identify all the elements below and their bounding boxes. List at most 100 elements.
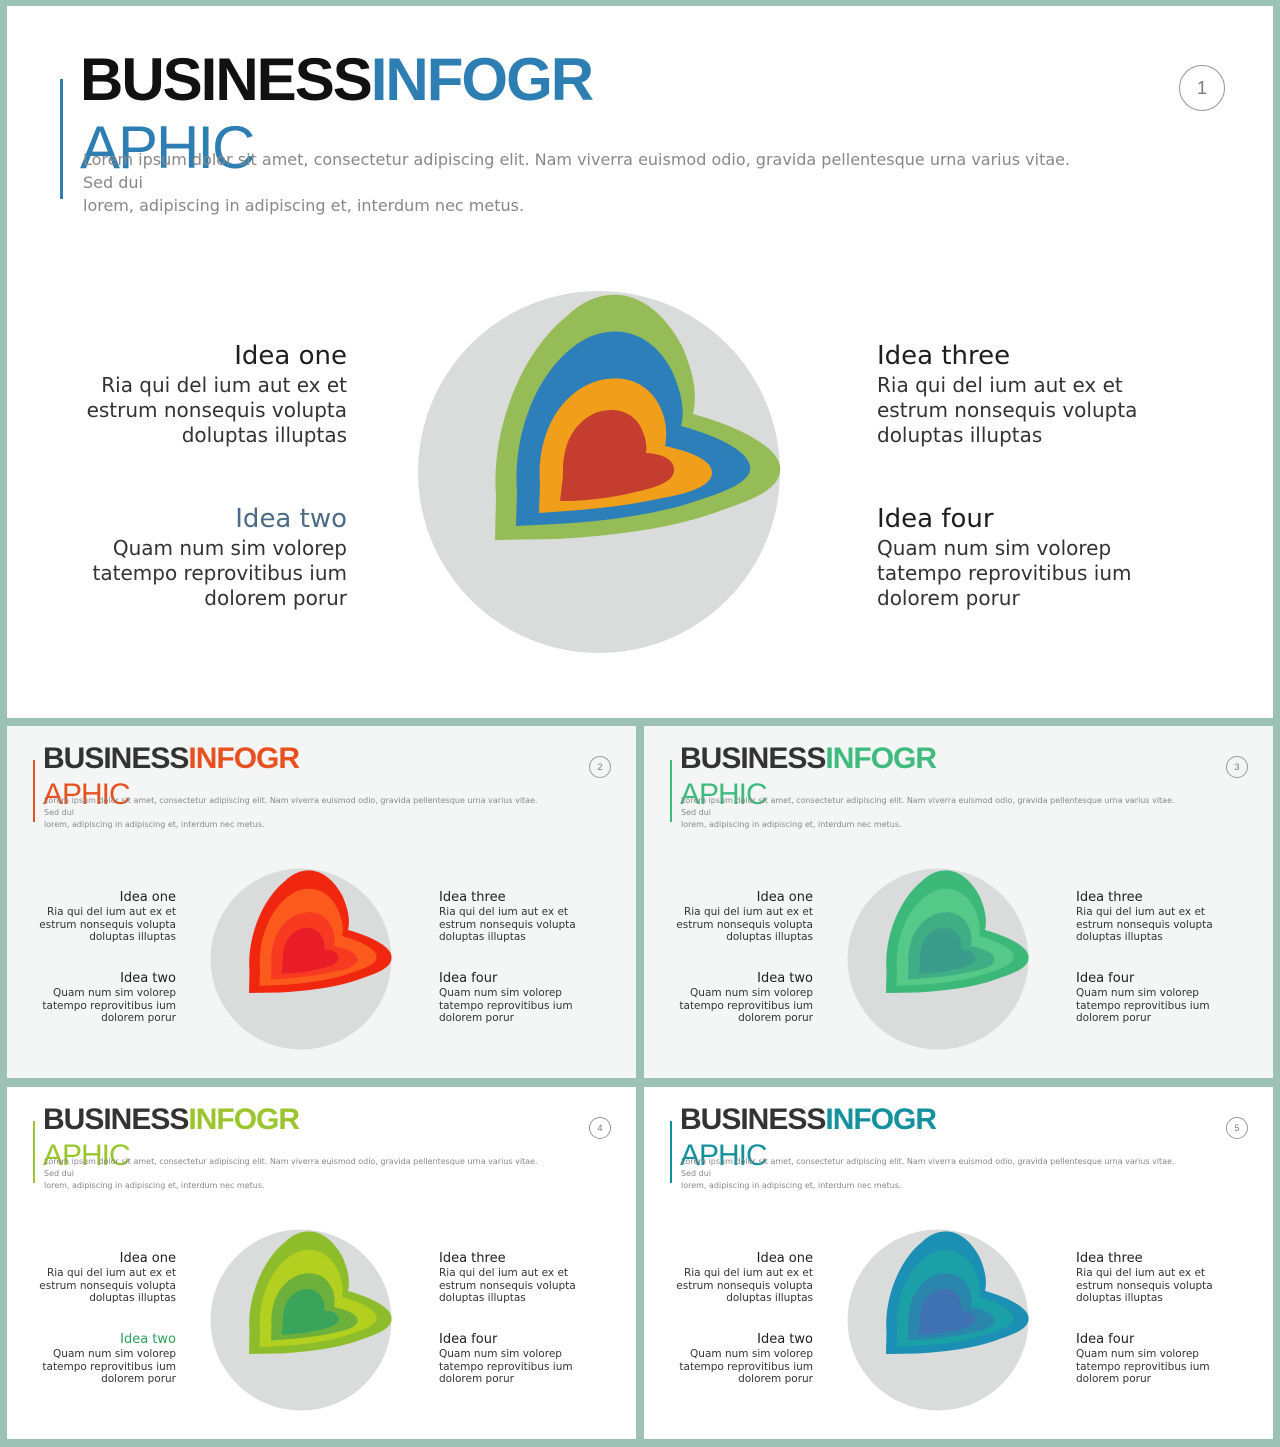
title-part-3: APHIC [43,778,131,811]
idea-text-line: doluptas illuptas [439,931,526,944]
idea-text-line: dolorem porur [738,1012,813,1025]
slide-title: BUSINESSINFOGR [80,42,594,117]
slide-3[interactable]: BUSINESSINFOGR APHIC 3 Lorem ipsum dolor… [644,726,1273,1078]
idea-text-line: doluptas illuptas [181,423,347,447]
idea-one: Idea one Ria qui del ium aut ex et estru… [644,1251,813,1305]
idea-text-line: Quam num sim volorep [1076,1348,1199,1360]
title-part-1: BUSINESS [680,742,826,775]
title-part-1: BUSINESS [680,1103,826,1136]
idea-text-line: Ria qui del ium aut ex et [46,906,176,918]
idea-text-line: Quam num sim volorep [53,987,176,999]
idea-three: Idea three Ria qui del ium aut ex et est… [439,1251,619,1305]
idea-heading: Idea three [439,1251,506,1266]
idea-text-line: Ria qui del ium aut ex et [1076,906,1206,918]
idea-text-line: Quam num sim volorep [690,1348,813,1360]
idea-text-line: Ria qui del ium aut ex et [683,1267,813,1279]
idea-heading: Idea one [756,1251,813,1266]
idea-text-line: doluptas illuptas [89,1292,176,1305]
idea-heading: Idea two [757,971,813,986]
idea-heading: Idea two [120,1332,176,1347]
idea-text-line: tatempo reprovitibus ium [679,999,813,1012]
idea-text-line: estrum nonsequis volupta [86,398,347,422]
heart-infographic [847,868,1029,1050]
title-part-1: BUSINESS [80,46,373,113]
idea-text-line: Quam num sim volorep [690,987,813,999]
idea-text-line: Quam num sim volorep [112,536,347,560]
idea-text-line: tatempo reprovitibus ium [1076,1360,1210,1373]
idea-text-line: tatempo reprovitibus ium [439,999,573,1012]
idea-text-line: doluptas illuptas [877,423,1043,447]
slide-description: Lorem ipsum dolor sit amet, consectetur … [681,795,1181,831]
title-accent-bar [60,79,63,199]
idea-text-line: dolorem porur [204,586,347,610]
idea-heading: Idea three [439,890,506,905]
idea-four: Idea four Quam num sim volorep tatempo r… [1076,971,1256,1025]
idea-heading: Idea four [877,504,994,534]
idea-text-line: tatempo reprovitibus ium [439,1360,573,1373]
slide-1[interactable]: BUSINESSINFOGR APHIC 1 Lorem ipsum dolor… [7,6,1273,718]
idea-text-line: estrum nonsequis volupta [1076,918,1213,931]
slide-number-badge: 2 [589,756,611,778]
idea-one: Idea one Ria qui del ium aut ex et estru… [7,890,176,944]
idea-text-line: estrum nonsequis volupta [439,918,576,931]
slide-description: Lorem ipsum dolor sit amet, consectetur … [83,148,1083,217]
title-part-3: APHIC [80,114,255,181]
idea-text-line: Quam num sim volorep [1076,987,1199,999]
idea-text-line: Quam num sim volorep [439,1348,562,1360]
idea-three: Idea three Ria qui del ium aut ex et est… [877,339,1237,448]
idea-text-line: Ria qui del ium aut ex et [877,373,1123,397]
slide-number-badge: 3 [1226,756,1248,778]
idea-text-line: Quam num sim volorep [439,987,562,999]
idea-text-line: dolorem porur [101,1373,176,1386]
idea-heading: Idea one [756,890,813,905]
description-line-2: lorem, adipiscing in adipiscing et, inte… [681,1181,902,1190]
idea-text-line: Ria qui del ium aut ex et [101,373,347,397]
idea-heading: Idea four [1076,971,1135,986]
idea-text-line: Ria qui del ium aut ex et [439,1267,569,1279]
idea-heading: Idea two [120,971,176,986]
idea-three: Idea three Ria qui del ium aut ex et est… [439,890,619,944]
idea-text-line: dolorem porur [101,1012,176,1025]
slide-description: Lorem ipsum dolor sit amet, consectetur … [44,795,544,831]
idea-two: Idea two Quam num sim volorep tatempo re… [644,971,813,1025]
description-line-1: Lorem ipsum dolor sit amet, consectetur … [44,1157,538,1178]
heart-layer-4 [281,928,339,974]
idea-text-line: estrum nonsequis volupta [676,918,813,931]
idea-text-line: estrum nonsequis volupta [39,918,176,931]
idea-two: Idea two Quam num sim volorep tatempo re… [7,971,176,1025]
description-line-1: Lorem ipsum dolor sit amet, consectetur … [681,796,1175,817]
idea-heading: Idea four [1076,1332,1135,1347]
title-part-3: APHIC [43,1139,131,1172]
title-part-2: INFOGR [825,742,937,775]
idea-text-line: dolorem porur [738,1373,813,1386]
slide-2[interactable]: BUSINESSINFOGR APHIC 2 Lorem ipsum dolor… [7,726,636,1078]
idea-heading: Idea one [234,341,347,371]
idea-heading: Idea four [439,1332,498,1347]
idea-four: Idea four Quam num sim volorep tatempo r… [1076,1332,1256,1386]
slide-number-badge: 1 [1179,65,1225,111]
title-part-1: BUSINESS [43,742,189,775]
idea-text-line: Quam num sim volorep [877,536,1112,560]
idea-text-line: Ria qui del ium aut ex et [683,906,813,918]
heart-layer-4 [918,928,976,974]
slide-title: BUSINESSINFOGR [43,740,300,777]
idea-text-line: tatempo reprovitibus ium [42,1360,176,1373]
idea-text-line: Quam num sim volorep [53,1348,176,1360]
slide-4[interactable]: BUSINESSINFOGR APHIC 4 Lorem ipsum dolor… [7,1087,636,1439]
idea-heading: Idea three [1076,1251,1143,1266]
idea-text-line: doluptas illuptas [439,1292,526,1305]
idea-four: Idea four Quam num sim volorep tatempo r… [877,502,1237,611]
idea-two: Idea two Quam num sim volorep tatempo re… [644,1332,813,1386]
idea-heading: Idea one [119,890,176,905]
idea-text-line: dolorem porur [1076,1373,1151,1386]
slide-5[interactable]: BUSINESSINFOGR APHIC 5 Lorem ipsum dolor… [644,1087,1273,1439]
slide-title: BUSINESSINFOGR [43,1101,300,1138]
idea-text-line: dolorem porur [877,586,1020,610]
idea-text-line: estrum nonsequis volupta [676,1279,813,1292]
title-accent-bar [670,760,672,822]
slide-number-badge: 5 [1226,1117,1248,1139]
idea-heading: Idea one [119,1251,176,1266]
idea-text-line: tatempo reprovitibus ium [877,561,1132,585]
idea-text-line: Ria qui del ium aut ex et [46,1267,176,1279]
idea-text-line: doluptas illuptas [726,931,813,944]
